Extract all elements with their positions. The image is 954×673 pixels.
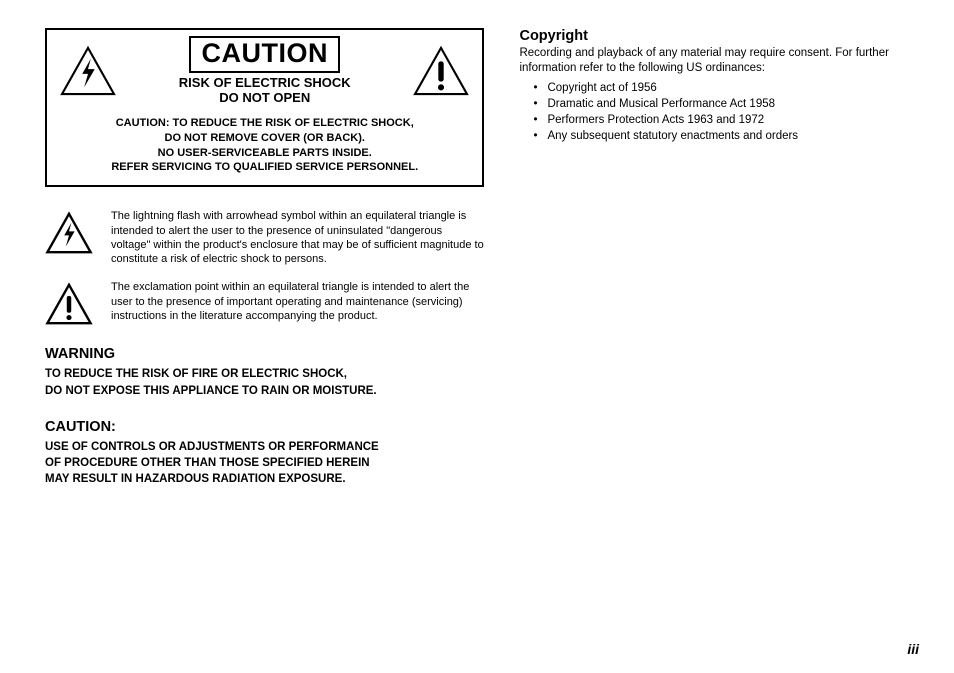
left-column: CAUTION RISK OF ELECTRIC SHOCK DO NOT OP… [45, 28, 484, 487]
caution2-body: USE OF CONTROLS OR ADJUSTMENTS OR PERFOR… [45, 439, 484, 487]
caution-subtitle: RISK OF ELECTRIC SHOCK DO NOT OPEN [179, 76, 351, 106]
exclamation-triangle-icon [45, 282, 93, 326]
right-column: Copyright Recording and playback of any … [519, 28, 919, 487]
caution-body: CAUTION: TO REDUCE THE RISK OF ELECTRIC … [47, 110, 482, 185]
caution-title: CAUTION [189, 36, 340, 73]
caution-subtitle-l2: DO NOT OPEN [219, 90, 310, 105]
caution-box: CAUTION RISK OF ELECTRIC SHOCK DO NOT OP… [45, 28, 484, 187]
caution-body-l2: DO NOT REMOVE COVER (OR BACK). [57, 131, 472, 146]
list-item: Performers Protection Acts 1963 and 1972 [533, 112, 919, 128]
copyright-intro: Recording and playback of any material m… [519, 46, 919, 76]
warning-l1: TO REDUCE THE RISK OF FIRE OR ELECTRIC S… [45, 366, 484, 382]
bolt-triangle-icon [59, 45, 117, 97]
warning-body: TO REDUCE THE RISK OF FIRE OR ELECTRIC S… [45, 366, 484, 398]
list-item: Copyright act of 1956 [533, 80, 919, 96]
caution-body-l3: NO USER-SERVICEABLE PARTS INSIDE. [57, 146, 472, 161]
page-columns: CAUTION RISK OF ELECTRIC SHOCK DO NOT OP… [45, 28, 919, 487]
excl-explain-row: The exclamation point within an equilate… [45, 280, 484, 326]
caution-body-l1: CAUTION: TO REDUCE THE RISK OF ELECTRIC … [57, 116, 472, 131]
caution2-l3: MAY RESULT IN HAZARDOUS RADIATION EXPOSU… [45, 471, 484, 487]
caution2-l2: OF PROCEDURE OTHER THAN THOSE SPECIFIED … [45, 455, 484, 471]
bolt-explain-text: The lightning flash with arrowhead symbo… [111, 209, 484, 266]
warning-heading: WARNING [45, 346, 484, 362]
page-number: iii [907, 641, 919, 657]
copyright-list: Copyright act of 1956 Dramatic and Music… [519, 80, 919, 144]
caution2-l1: USE OF CONTROLS OR ADJUSTMENTS OR PERFOR… [45, 439, 484, 455]
caution-title-block: CAUTION RISK OF ELECTRIC SHOCK DO NOT OP… [179, 36, 351, 106]
warning-l2: DO NOT EXPOSE THIS APPLIANCE TO RAIN OR … [45, 383, 484, 399]
copyright-heading: Copyright [519, 28, 919, 44]
bolt-explain-row: The lightning flash with arrowhead symbo… [45, 209, 484, 266]
list-item: Any subsequent statutory enactments and … [533, 128, 919, 144]
caution2-heading: CAUTION: [45, 419, 484, 435]
excl-explain-text: The exclamation point within an equilate… [111, 280, 484, 323]
exclamation-triangle-icon [412, 45, 470, 97]
caution-header: CAUTION RISK OF ELECTRIC SHOCK DO NOT OP… [47, 30, 482, 110]
bolt-triangle-icon [45, 211, 93, 255]
caution-body-l4: REFER SERVICING TO QUALIFIED SERVICE PER… [57, 160, 472, 175]
caution-subtitle-l1: RISK OF ELECTRIC SHOCK [179, 75, 351, 90]
list-item: Dramatic and Musical Performance Act 195… [533, 96, 919, 112]
